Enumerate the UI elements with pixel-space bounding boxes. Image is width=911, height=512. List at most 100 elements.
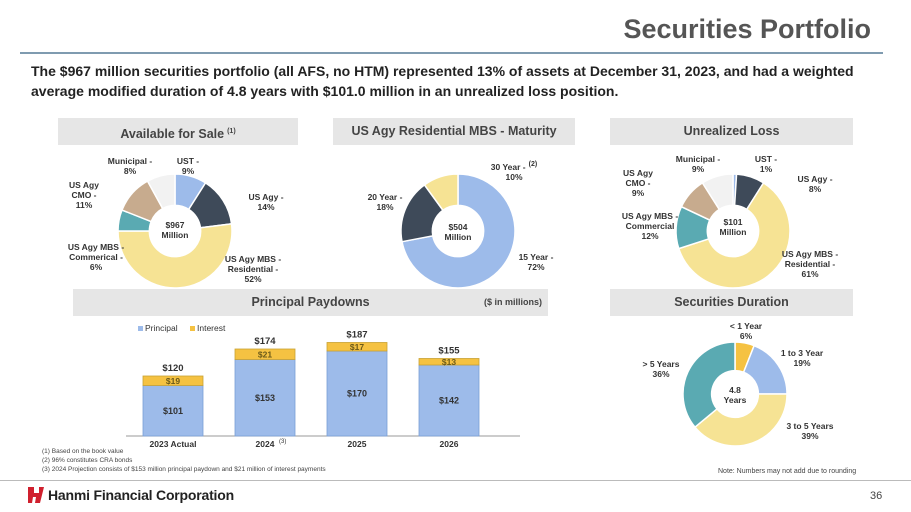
mbs-slice-2 bbox=[423, 173, 459, 212]
duration-header: Securities Duration bbox=[610, 289, 853, 316]
mbs-maturity-donut-chart bbox=[400, 173, 516, 289]
category-note-1: (3) bbox=[279, 439, 286, 445]
duration-label-3to5: 3 to 5 Years 39% bbox=[780, 421, 840, 441]
duration-label-gt5-name: > 5 Years bbox=[642, 359, 680, 369]
footnote-1: (1) Based on the book value bbox=[42, 448, 124, 455]
mbs-label-15yr: 15 Year -72% bbox=[508, 252, 564, 272]
loss-label-residential-value: 61% bbox=[801, 269, 819, 279]
loss-label-residential-name: US Agy MBS - Residential - bbox=[781, 249, 839, 269]
duration-label-lt1-value: 6% bbox=[739, 331, 753, 341]
loss-label-municipal-name: Municipal - bbox=[675, 154, 721, 164]
bar-principal-0 bbox=[142, 385, 204, 437]
unrealized-loss-title: Unrealized Loss bbox=[683, 124, 780, 138]
afs-slice-2 bbox=[117, 223, 233, 289]
afs-label-municipal-value: 8% bbox=[123, 166, 137, 176]
bar-principal-label-1: $153 bbox=[255, 393, 275, 403]
loss-slice-2 bbox=[677, 181, 791, 289]
bar-interest-label-2: $17 bbox=[350, 342, 364, 352]
loss-label-commercial: US Agy MBS - Commercial 12% bbox=[612, 211, 688, 241]
bar-total-label-0: $120 bbox=[162, 363, 183, 374]
mbs-maturity-header: US Agy Residential MBS - Maturity bbox=[333, 118, 575, 145]
mbs-maturity-title: US Agy Residential MBS - Maturity bbox=[351, 124, 557, 138]
afs-label-residential-name: US Agy MBS - Residential - bbox=[224, 254, 282, 274]
loss-slice-5 bbox=[701, 173, 734, 211]
page-subtitle: The $967 million securities portfolio (a… bbox=[31, 63, 854, 99]
duration-title: Securities Duration bbox=[674, 295, 789, 309]
bar-principal-3 bbox=[418, 364, 480, 437]
duration-label-1to3: 1 to 3 Year 19% bbox=[774, 348, 830, 368]
duration-label-3to5-value: 39% bbox=[801, 431, 819, 441]
company-name: Hanmi Financial Corporation bbox=[48, 487, 234, 503]
afs-label-municipal-name: Municipal - bbox=[107, 156, 153, 166]
title-rule bbox=[20, 52, 883, 54]
duration-label-1to3-value: 19% bbox=[793, 358, 811, 368]
mbs-label-30yr-text: 30 Year - bbox=[490, 161, 526, 172]
afs-label-residential: US Agy MBS - Residential -52% bbox=[213, 254, 293, 284]
mbs-label-20yr-name: 20 Year - bbox=[367, 192, 403, 202]
legend-label-1: Interest bbox=[197, 323, 226, 333]
bar-interest-label-0: $19 bbox=[166, 376, 180, 386]
afs-label-commercial: US Agy MBS - Commerical -6% bbox=[60, 242, 132, 272]
bar-principal-label-3: $142 bbox=[439, 396, 459, 406]
duration-label-gt5: > 5 Years 36% bbox=[636, 359, 686, 379]
page-number: 36 bbox=[870, 490, 883, 502]
afs-label-commercial-value: 6% bbox=[89, 262, 103, 272]
hanmi-logo-icon bbox=[28, 487, 44, 503]
mbs-label-20yr-value: 18% bbox=[376, 202, 394, 212]
duration-center-label: 4.8 Years bbox=[705, 385, 765, 405]
category-label-2: 2025 bbox=[348, 439, 367, 449]
paydowns-title: Principal Paydowns bbox=[251, 295, 370, 309]
loss-center-unit: Million bbox=[719, 227, 747, 237]
page-title: Securities Portfolio bbox=[623, 14, 871, 44]
duration-label-lt1-name: < 1 Year bbox=[729, 321, 763, 331]
afs-slice-5 bbox=[146, 173, 176, 210]
afs-label-usagy-value: 14% bbox=[257, 202, 275, 212]
unrealized-loss-donut-chart bbox=[675, 173, 791, 289]
footnotes: (1) Based on the book value (2) 96% cons… bbox=[42, 447, 522, 474]
loss-label-municipal: Municipal -9% bbox=[668, 154, 728, 174]
footnote-3: (3) 2024 Projection consists of $153 mil… bbox=[42, 466, 326, 473]
category-label-0: 2023 Actual bbox=[150, 439, 197, 449]
mbs-label-30yr-name: 30 Year - (2) bbox=[486, 160, 542, 172]
afs-donut-chart bbox=[117, 173, 233, 289]
loss-label-ust-value: 1% bbox=[759, 164, 773, 174]
bar-total-label-2: $187 bbox=[346, 330, 367, 341]
loss-label-cmo-value: 9% bbox=[631, 188, 645, 198]
bar-principal-label-0: $101 bbox=[163, 406, 183, 416]
mbs-label-15yr-name: 15 Year - bbox=[518, 252, 554, 262]
category-label-3: 2026 bbox=[440, 439, 459, 449]
afs-label-ust-value: 9% bbox=[181, 166, 195, 176]
units-note: ($ in millions) bbox=[483, 297, 542, 307]
duration-slice-3 bbox=[682, 341, 736, 429]
bar-interest-2 bbox=[326, 342, 388, 352]
afs-header: Available for Sale (1) bbox=[58, 118, 298, 145]
afs-label-residential-value: 52% bbox=[244, 274, 262, 284]
afs-label-usagy-name: US Agy - bbox=[248, 192, 284, 202]
rounding-note: Note: Numbers may not add due to roundin… bbox=[718, 468, 857, 475]
loss-label-ust: UST -1% bbox=[748, 154, 784, 174]
afs-label-cmo-name: US Agy CMO - bbox=[69, 180, 99, 200]
mbs-center-unit: Million bbox=[444, 232, 472, 242]
principal-paydowns-bar-chart: Principal Interest $101 $19 $120 2023 Actual $… bbox=[126, 323, 520, 449]
afs-center-value: $967 bbox=[165, 220, 185, 230]
paydowns-header: Principal Paydowns ($ in millions) bbox=[73, 289, 548, 316]
mbs-label-30yr-note: (2) bbox=[528, 161, 538, 168]
bar-principal-label-2: $170 bbox=[347, 389, 367, 399]
loss-label-residential: US Agy MBS - Residential -61% bbox=[770, 249, 850, 279]
unrealized-loss-header: Unrealized Loss bbox=[610, 118, 853, 145]
legend-label-0: Principal bbox=[145, 323, 178, 333]
loss-center-value: $101 bbox=[723, 217, 743, 227]
bar-total-label-1: $174 bbox=[254, 336, 276, 347]
mbs-label-30yr: 30 Year - (2) 10% bbox=[486, 160, 542, 182]
loss-label-usagy: US Agy -8% bbox=[790, 174, 840, 194]
duration-center-unit: Years bbox=[723, 395, 747, 405]
legend-swatch-0 bbox=[138, 326, 143, 331]
loss-label-ust-name: UST - bbox=[754, 154, 778, 164]
mbs-label-20yr: 20 Year -18% bbox=[360, 192, 410, 212]
duration-label-lt1: < 1 Year 6% bbox=[718, 321, 774, 341]
duration-center-value: 4.8 bbox=[729, 385, 741, 395]
bar-principal-2 bbox=[326, 350, 388, 437]
bar-total-label-3: $155 bbox=[438, 346, 460, 357]
footer-divider bbox=[0, 480, 911, 481]
loss-label-usagy-value: 8% bbox=[808, 184, 822, 194]
